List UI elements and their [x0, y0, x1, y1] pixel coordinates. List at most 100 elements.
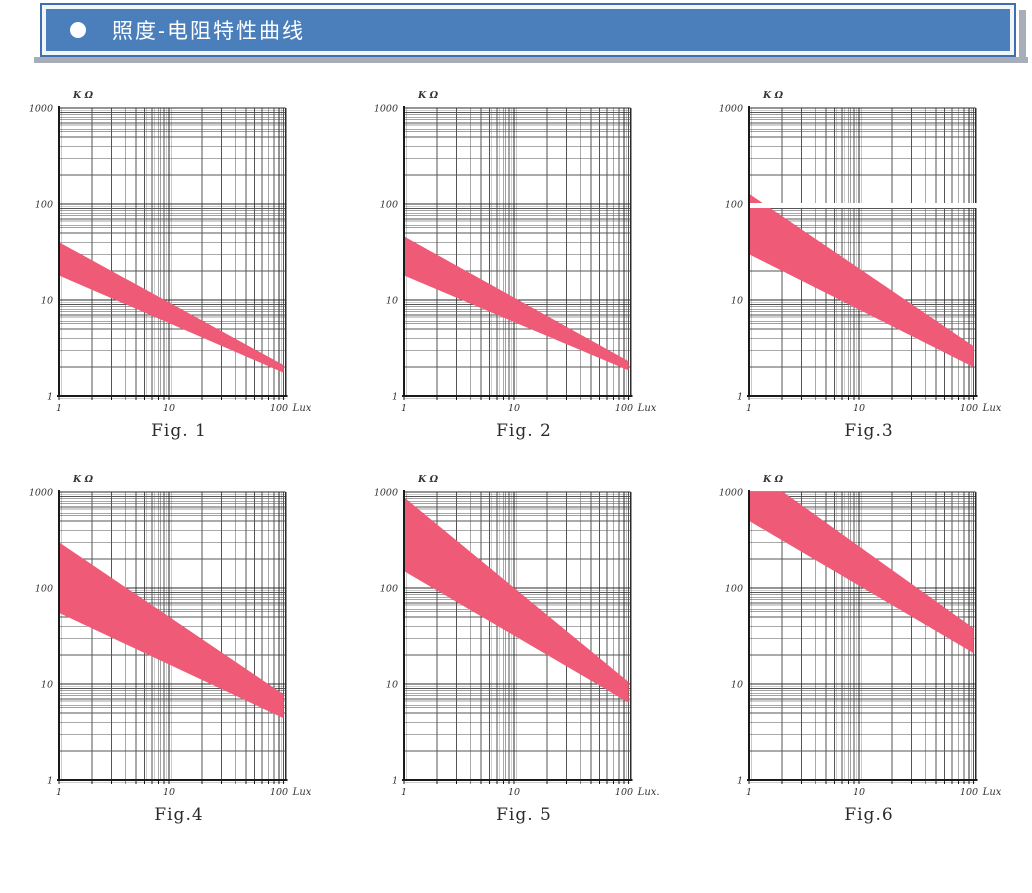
- fig6-caption: Fig.6: [844, 805, 894, 825]
- scan-white-stripe: [746, 203, 989, 208]
- plot-area: 1000 100 10 11 10 100 Lux K Ω: [29, 474, 312, 798]
- fig2-chart: 1000 100 10 11 10 100 Lux K Ω: [374, 90, 657, 414]
- header-shadow-bottom: [34, 57, 1028, 63]
- x-axis-unit-label: Lux: [292, 403, 312, 414]
- x-tick-label: 1: [401, 787, 407, 798]
- fig4-caption: Fig.4: [154, 805, 204, 825]
- figure-6: 1000 100 10 1 1 10 100 Lux K Ω Fig.6: [704, 469, 1032, 825]
- y-tick-label: 100: [35, 584, 53, 595]
- y-tick-label: 1: [47, 392, 53, 403]
- x-tick-label: 100: [270, 787, 288, 798]
- x-tick-label: 1: [56, 787, 62, 798]
- axes: [402, 106, 633, 400]
- x-tick-label: 100: [960, 403, 978, 414]
- y-tick-label: 1: [737, 392, 743, 403]
- x-tick-label: 10: [853, 403, 865, 414]
- y-tick-label: 100: [380, 584, 398, 595]
- fig3-caption: Fig.3: [844, 421, 894, 441]
- resistance-band: [404, 236, 629, 371]
- axes: [57, 490, 288, 784]
- axis-labels: 1000 100 10 11 10 100 Lux K Ω: [29, 474, 312, 798]
- fig6-chart: 1000 100 10 11 10 100 Lux K Ω: [719, 474, 1002, 798]
- x-axis-unit-label: Lux: [982, 403, 1002, 414]
- section-header-bar: 照度-电阻特性曲线: [46, 9, 1010, 51]
- y-tick-label: 1000: [719, 488, 743, 499]
- axis-labels: 1000 100 10 11 10 100 Lux K Ω: [374, 90, 657, 414]
- y-tick-label: 10: [731, 296, 743, 307]
- y-tick-label: 100: [380, 200, 398, 211]
- grid: [748, 491, 977, 784]
- y-axis-unit-label: K Ω: [762, 90, 784, 101]
- y-tick-label: 1000: [29, 104, 53, 115]
- axis-labels: 1000 100 10 11 10 100 Lux K Ω: [29, 90, 312, 414]
- y-tick-label: 1: [392, 392, 398, 403]
- y-tick-label: 1000: [374, 104, 398, 115]
- y-tick-label: 100: [725, 200, 743, 211]
- x-axis-unit-label: Lux: [637, 403, 657, 414]
- section-title: 照度-电阻特性曲线: [112, 20, 305, 43]
- y-tick-label: 1: [47, 776, 53, 787]
- plot-area: 1000 100 10 11 10 100 Lux K Ω: [374, 90, 657, 414]
- figure-4: 1000 100 10 1 1 10 100 Lux K Ω Fig.4: [14, 469, 344, 825]
- x-axis-unit-label: Lux: [292, 787, 312, 798]
- y-axis-unit-label: K Ω: [417, 90, 439, 101]
- fig5-chart: 1000 100 10 11 10 100 Lux. K Ω: [374, 474, 660, 798]
- y-axis-unit-label: K Ω: [72, 474, 94, 485]
- x-tick-label: 10: [163, 403, 175, 414]
- plot-area: 1000 100 10 11 10 100 Lux K Ω: [719, 474, 1002, 798]
- y-tick-label: 1000: [719, 104, 743, 115]
- figure-1: 1000 100 10 1 1 10 100 Lux K Ω Fig. 1: [14, 85, 344, 441]
- y-tick-label: 1000: [29, 488, 53, 499]
- bullet-icon: [70, 22, 86, 38]
- resistance-band: [59, 242, 284, 373]
- y-tick-label: 100: [35, 200, 53, 211]
- y-tick-label: 10: [386, 680, 398, 691]
- resistance-band: [749, 492, 974, 654]
- axes: [747, 106, 978, 400]
- x-tick-label: 100: [270, 403, 288, 414]
- y-tick-label: 1: [392, 776, 398, 787]
- section-header: 照度-电阻特性曲线: [40, 3, 1016, 57]
- y-axis-unit-label: K Ω: [762, 474, 784, 485]
- x-axis-unit-label: Lux: [982, 787, 1002, 798]
- resistance-band: [749, 193, 974, 368]
- figure-5: 1000 100 10 1 1 10 100 Lux. K Ω Fig. 5: [359, 469, 689, 825]
- y-tick-label: 10: [41, 680, 53, 691]
- y-axis-unit-label: K Ω: [417, 474, 439, 485]
- y-tick-label: 10: [41, 296, 53, 307]
- resistance-band: [404, 497, 629, 703]
- x-tick-label: 1: [401, 403, 407, 414]
- plot-area: 1000 100 10 11 10 100 Lux. K Ω: [374, 474, 660, 798]
- figure-3: 1000 100 10 1 1 10 100 Lux K Ω Fig.3: [704, 85, 1032, 441]
- x-tick-label: 10: [508, 403, 520, 414]
- x-tick-label: 100: [615, 403, 633, 414]
- axis-labels: 1000 100 10 11 10 100 Lux K Ω: [719, 474, 1002, 798]
- x-tick-label: 100: [615, 787, 633, 798]
- fig3-chart: 1000 100 10 11 10 100 Lux K Ω: [719, 90, 1002, 414]
- x-tick-label: 1: [746, 787, 752, 798]
- y-tick-label: 1000: [374, 488, 398, 499]
- fig1-caption: Fig. 1: [151, 421, 207, 441]
- fig4-chart: 1000 100 10 11 10 100 Lux K Ω: [29, 474, 312, 798]
- x-tick-label: 10: [163, 787, 175, 798]
- fig2-caption: Fig. 2: [496, 421, 552, 441]
- axis-labels: 1000 100 10 11 10 100 Lux K Ω: [719, 90, 1002, 414]
- x-tick-label: 100: [960, 787, 978, 798]
- x-tick-label: 1: [56, 403, 62, 414]
- x-tick-label: 10: [508, 787, 520, 798]
- resistance-band: [59, 542, 284, 719]
- x-tick-label: 10: [853, 787, 865, 798]
- header-shadow-right: [1019, 10, 1026, 63]
- plot-area: 1000 100 10 11 10 100 Lux K Ω: [719, 90, 1002, 414]
- plot-area: 1000 100 10 11 10 100 Lux K Ω: [29, 90, 312, 414]
- y-tick-label: 100: [725, 584, 743, 595]
- y-tick-label: 1: [737, 776, 743, 787]
- y-axis-unit-label: K Ω: [72, 90, 94, 101]
- fig1-chart: 1000 100 10 11 10 100 Lux K Ω: [29, 90, 312, 414]
- axes: [747, 490, 978, 784]
- axes: [402, 490, 633, 784]
- axis-labels: 1000 100 10 11 10 100 Lux. K Ω: [374, 474, 660, 798]
- axes: [57, 106, 288, 400]
- x-tick-label: 1: [746, 403, 752, 414]
- figure-2: 1000 100 10 1 1 10 100 Lux K Ω Fig. 2: [359, 85, 689, 441]
